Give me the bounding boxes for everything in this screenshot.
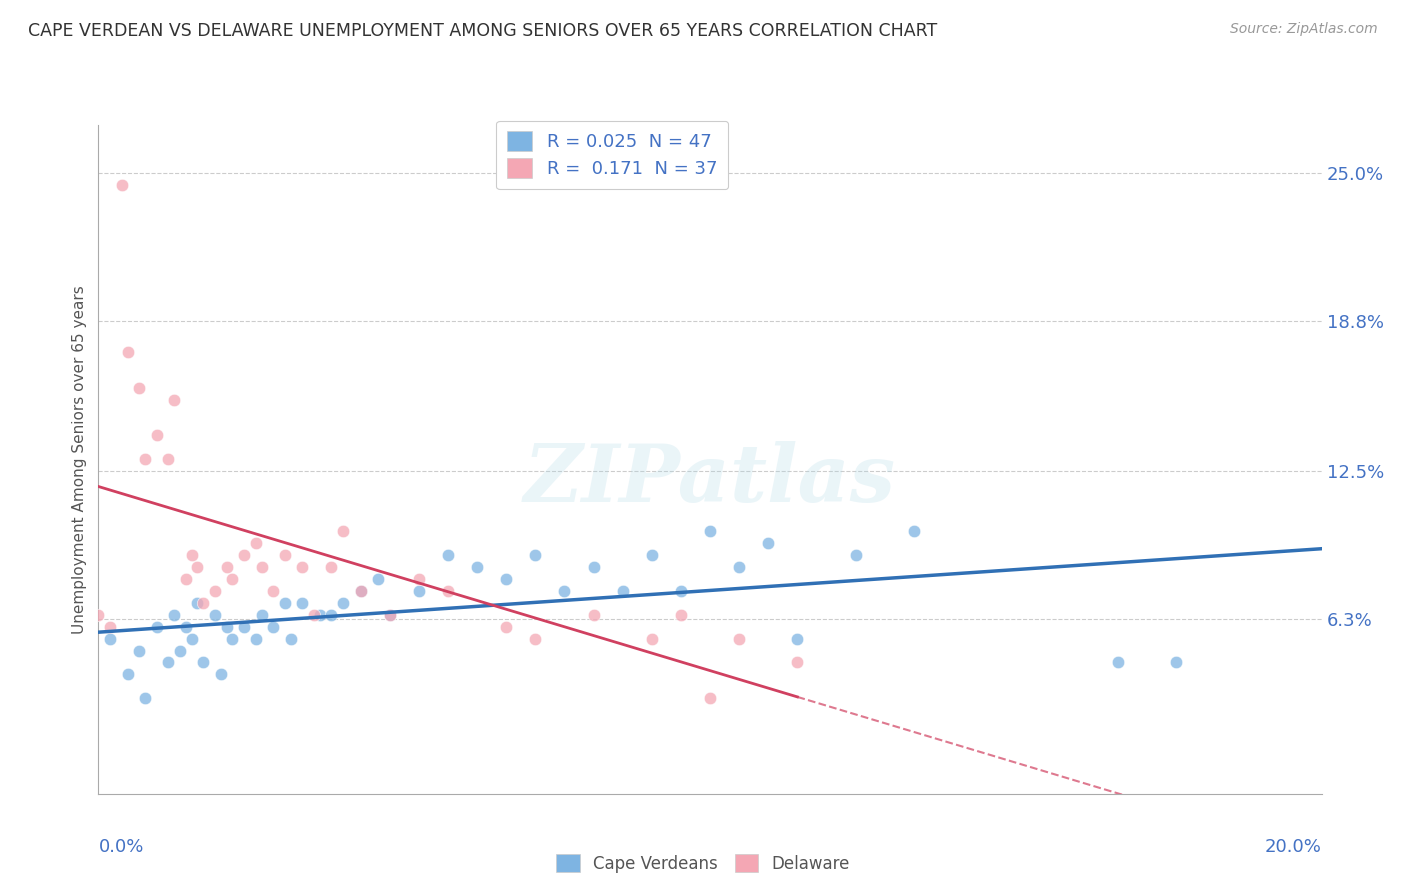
Point bbox=[524, 548, 547, 562]
Point bbox=[321, 607, 343, 622]
Point bbox=[215, 619, 238, 633]
Point bbox=[174, 572, 197, 586]
Point bbox=[134, 452, 156, 467]
Point bbox=[349, 583, 371, 598]
Point bbox=[728, 560, 751, 574]
Text: CAPE VERDEAN VS DELAWARE UNEMPLOYMENT AMONG SENIORS OVER 65 YEARS CORRELATION CH: CAPE VERDEAN VS DELAWARE UNEMPLOYMENT AM… bbox=[28, 22, 938, 40]
Point bbox=[349, 583, 371, 598]
Point bbox=[728, 632, 751, 646]
Point bbox=[98, 619, 121, 633]
Point bbox=[157, 452, 180, 467]
Point bbox=[117, 344, 139, 359]
Point bbox=[274, 596, 297, 610]
Point bbox=[186, 560, 208, 574]
Point bbox=[245, 536, 267, 550]
Point bbox=[193, 596, 215, 610]
Point bbox=[495, 619, 517, 633]
Point bbox=[193, 656, 215, 670]
Point bbox=[169, 643, 191, 657]
Point bbox=[699, 524, 721, 538]
Point bbox=[1164, 656, 1187, 670]
Point bbox=[221, 632, 243, 646]
Point bbox=[145, 428, 167, 442]
Point bbox=[845, 548, 868, 562]
Point bbox=[111, 178, 134, 192]
Y-axis label: Unemployment Among Seniors over 65 years: Unemployment Among Seniors over 65 years bbox=[72, 285, 87, 633]
Point bbox=[641, 632, 664, 646]
Point bbox=[180, 632, 202, 646]
Point bbox=[553, 583, 575, 598]
Point bbox=[302, 607, 325, 622]
Point bbox=[367, 572, 389, 586]
Point bbox=[186, 596, 208, 610]
Point bbox=[280, 632, 302, 646]
Text: 0.0%: 0.0% bbox=[98, 838, 143, 856]
Point bbox=[262, 583, 284, 598]
Legend: R = 0.025  N = 47, R =  0.171  N = 37: R = 0.025 N = 47, R = 0.171 N = 37 bbox=[496, 120, 728, 189]
Point bbox=[145, 619, 167, 633]
Point bbox=[174, 619, 197, 633]
Text: ZIPatlas: ZIPatlas bbox=[524, 441, 896, 518]
Point bbox=[262, 619, 284, 633]
Point bbox=[437, 583, 460, 598]
Point bbox=[1107, 656, 1129, 670]
Point bbox=[308, 607, 330, 622]
Point bbox=[378, 607, 401, 622]
Point bbox=[495, 572, 517, 586]
Point bbox=[408, 572, 430, 586]
Point bbox=[98, 632, 121, 646]
Point bbox=[582, 607, 605, 622]
Point bbox=[378, 607, 401, 622]
Point bbox=[332, 596, 354, 610]
Point bbox=[250, 607, 273, 622]
Point bbox=[786, 632, 808, 646]
Point bbox=[209, 667, 232, 681]
Point bbox=[612, 583, 634, 598]
Point bbox=[669, 583, 692, 598]
Point bbox=[117, 667, 139, 681]
Point bbox=[641, 548, 664, 562]
Point bbox=[437, 548, 460, 562]
Point bbox=[786, 656, 808, 670]
Point bbox=[291, 596, 314, 610]
Point bbox=[465, 560, 488, 574]
Point bbox=[163, 392, 186, 407]
Point bbox=[157, 656, 180, 670]
Point bbox=[332, 524, 354, 538]
Point bbox=[408, 583, 430, 598]
Point bbox=[233, 619, 256, 633]
Point bbox=[524, 632, 547, 646]
Text: Source: ZipAtlas.com: Source: ZipAtlas.com bbox=[1230, 22, 1378, 37]
Point bbox=[250, 560, 273, 574]
Text: 20.0%: 20.0% bbox=[1265, 838, 1322, 856]
Point bbox=[582, 560, 605, 574]
Point bbox=[245, 632, 267, 646]
Point bbox=[274, 548, 297, 562]
Point bbox=[180, 548, 202, 562]
Legend: Cape Verdeans, Delaware: Cape Verdeans, Delaware bbox=[550, 847, 856, 880]
Point bbox=[87, 607, 110, 622]
Point bbox=[291, 560, 314, 574]
Point bbox=[669, 607, 692, 622]
Point bbox=[204, 583, 226, 598]
Point bbox=[163, 607, 186, 622]
Point bbox=[321, 560, 343, 574]
Point bbox=[204, 607, 226, 622]
Point bbox=[903, 524, 925, 538]
Point bbox=[233, 548, 256, 562]
Point bbox=[128, 381, 150, 395]
Point bbox=[221, 572, 243, 586]
Point bbox=[134, 691, 156, 706]
Point bbox=[128, 643, 150, 657]
Point bbox=[215, 560, 238, 574]
Point bbox=[756, 536, 779, 550]
Point bbox=[699, 691, 721, 706]
